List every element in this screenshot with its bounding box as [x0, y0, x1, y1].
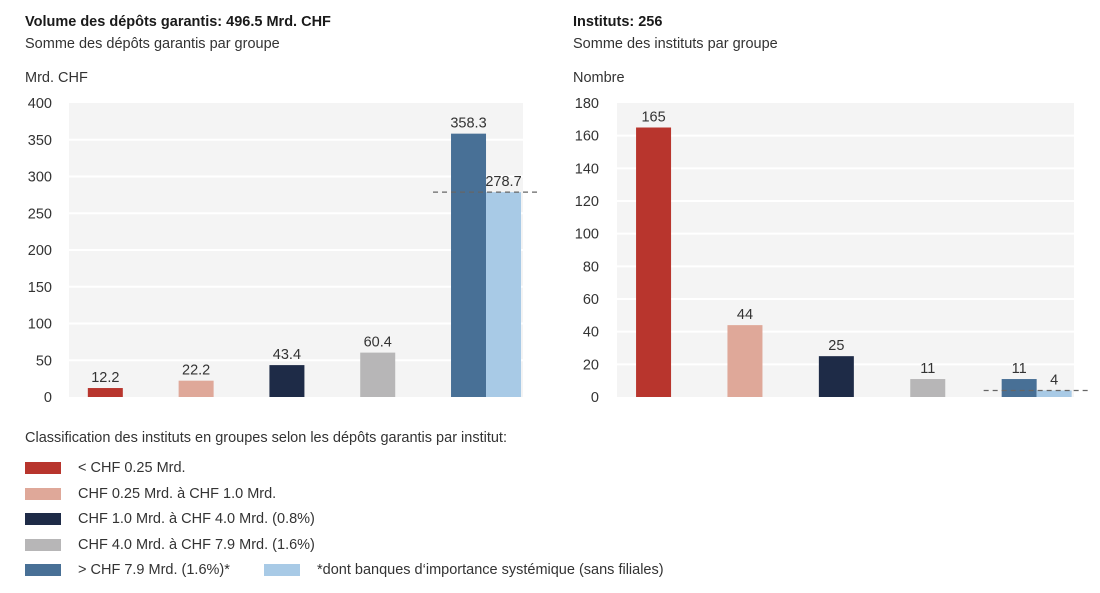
institutions-bar-chart: 0 20 40 60 80 100 120 140 160 180 165 44 25 11 11 4: [575, 96, 1090, 406]
bar-value-label: 165: [641, 110, 665, 126]
legend-label: *dont banques d‘importance systémique (s…: [317, 562, 664, 578]
bar-2: [178, 380, 214, 397]
y-tick-label: 100: [575, 227, 599, 243]
bar-value-label: 11: [1012, 361, 1027, 377]
y-tick-label: 400: [28, 96, 52, 112]
y-tick-label: 140: [575, 161, 599, 177]
bar-value-label: 25: [828, 338, 844, 354]
right-chart-y-unit: Nombre: [573, 70, 625, 86]
left-chart-subtitle: Somme des dépôts garantis par groupe: [25, 36, 280, 52]
legend-swatch: [25, 513, 61, 525]
y-tick-label: 150: [28, 280, 52, 296]
legend-item-group3: CHF 1.0 Mrd. à CHF 4.0 Mrd. (0.8%): [25, 510, 315, 528]
bar-4: [910, 379, 946, 397]
bar-5: [451, 133, 487, 397]
y-tick-label: 60: [583, 292, 599, 308]
y-tick-label: 50: [36, 353, 52, 369]
y-tick-label: 300: [28, 170, 52, 186]
bar-systemic: [1036, 390, 1072, 397]
y-tick-label: 350: [28, 133, 52, 149]
y-tick-label: 200: [28, 243, 52, 259]
bar-1: [87, 388, 123, 397]
bar-4: [360, 352, 396, 397]
y-tick-label: 40: [583, 325, 599, 341]
bar-value-label: 43.4: [273, 347, 301, 363]
legend-swatch: [264, 564, 300, 576]
bar-value-label: 358.3: [450, 116, 486, 132]
y-tick-label: 100: [28, 317, 52, 333]
legend-swatch: [25, 539, 61, 551]
y-tick-label: 80: [583, 259, 599, 275]
bar-value-label: 60.4: [364, 335, 392, 351]
bar-3: [269, 365, 305, 397]
y-tick-label: 180: [575, 96, 599, 112]
legend-title: Classification des instituts en groupes …: [25, 430, 507, 446]
y-tick-label: 0: [44, 390, 52, 406]
legend-swatch: [25, 462, 61, 474]
right-chart-subtitle: Somme des instituts par groupe: [573, 36, 778, 52]
bar-systemic: [486, 192, 522, 397]
y-tick-label: 0: [591, 390, 599, 406]
plot-area: [617, 103, 1074, 397]
legend-label: CHF 4.0 Mrd. à CHF 7.9 Mrd. (1.6%): [78, 537, 315, 553]
y-tick-label: 120: [575, 194, 599, 210]
legend-item-systemic: *dont banques d‘importance systémique (s…: [264, 561, 664, 579]
bar-value-label: 22.2: [182, 363, 210, 379]
legend-label: > CHF 7.9 Mrd. (1.6%)*: [78, 562, 230, 578]
deposits-bar-chart: 0 50 100 150 200 250 300 350 400 12.2 22.2 43.4 60.4…: [28, 96, 540, 406]
legend-item-group4: CHF 4.0 Mrd. à CHF 7.9 Mrd. (1.6%): [25, 536, 315, 554]
bar-5: [1001, 379, 1037, 397]
bar-value-label: 44: [737, 307, 753, 323]
y-tick-label: 20: [583, 357, 599, 373]
bar-3: [818, 356, 854, 397]
left-chart-title: Volume des dépôts garantis: 496.5 Mrd. C…: [25, 14, 331, 30]
legend-item-group1: < CHF 0.25 Mrd.: [25, 459, 186, 477]
legend-swatch: [25, 564, 61, 576]
bar-systemic-value-label: 4: [1050, 372, 1058, 388]
legend-item-group2: CHF 0.25 Mrd. à CHF 1.0 Mrd.: [25, 485, 276, 503]
right-chart-title: Instituts: 256: [573, 14, 663, 30]
bar-value-label: 11: [920, 361, 935, 377]
bar-2: [727, 325, 763, 397]
legend-label: CHF 1.0 Mrd. à CHF 4.0 Mrd. (0.8%): [78, 511, 315, 527]
bar-systemic-value-label: 278.7: [485, 174, 521, 190]
legend-swatch: [25, 488, 61, 500]
bar-value-label: 12.2: [91, 370, 119, 386]
y-tick-label: 160: [575, 129, 599, 145]
bar-1: [636, 127, 672, 397]
legend-label: CHF 0.25 Mrd. à CHF 1.0 Mrd.: [78, 486, 277, 502]
legend-label: < CHF 0.25 Mrd.: [78, 460, 186, 476]
left-chart-y-unit: Mrd. CHF: [25, 70, 88, 86]
legend-item-group5: > CHF 7.9 Mrd. (1.6%)*: [25, 561, 230, 579]
y-tick-label: 250: [28, 206, 52, 222]
